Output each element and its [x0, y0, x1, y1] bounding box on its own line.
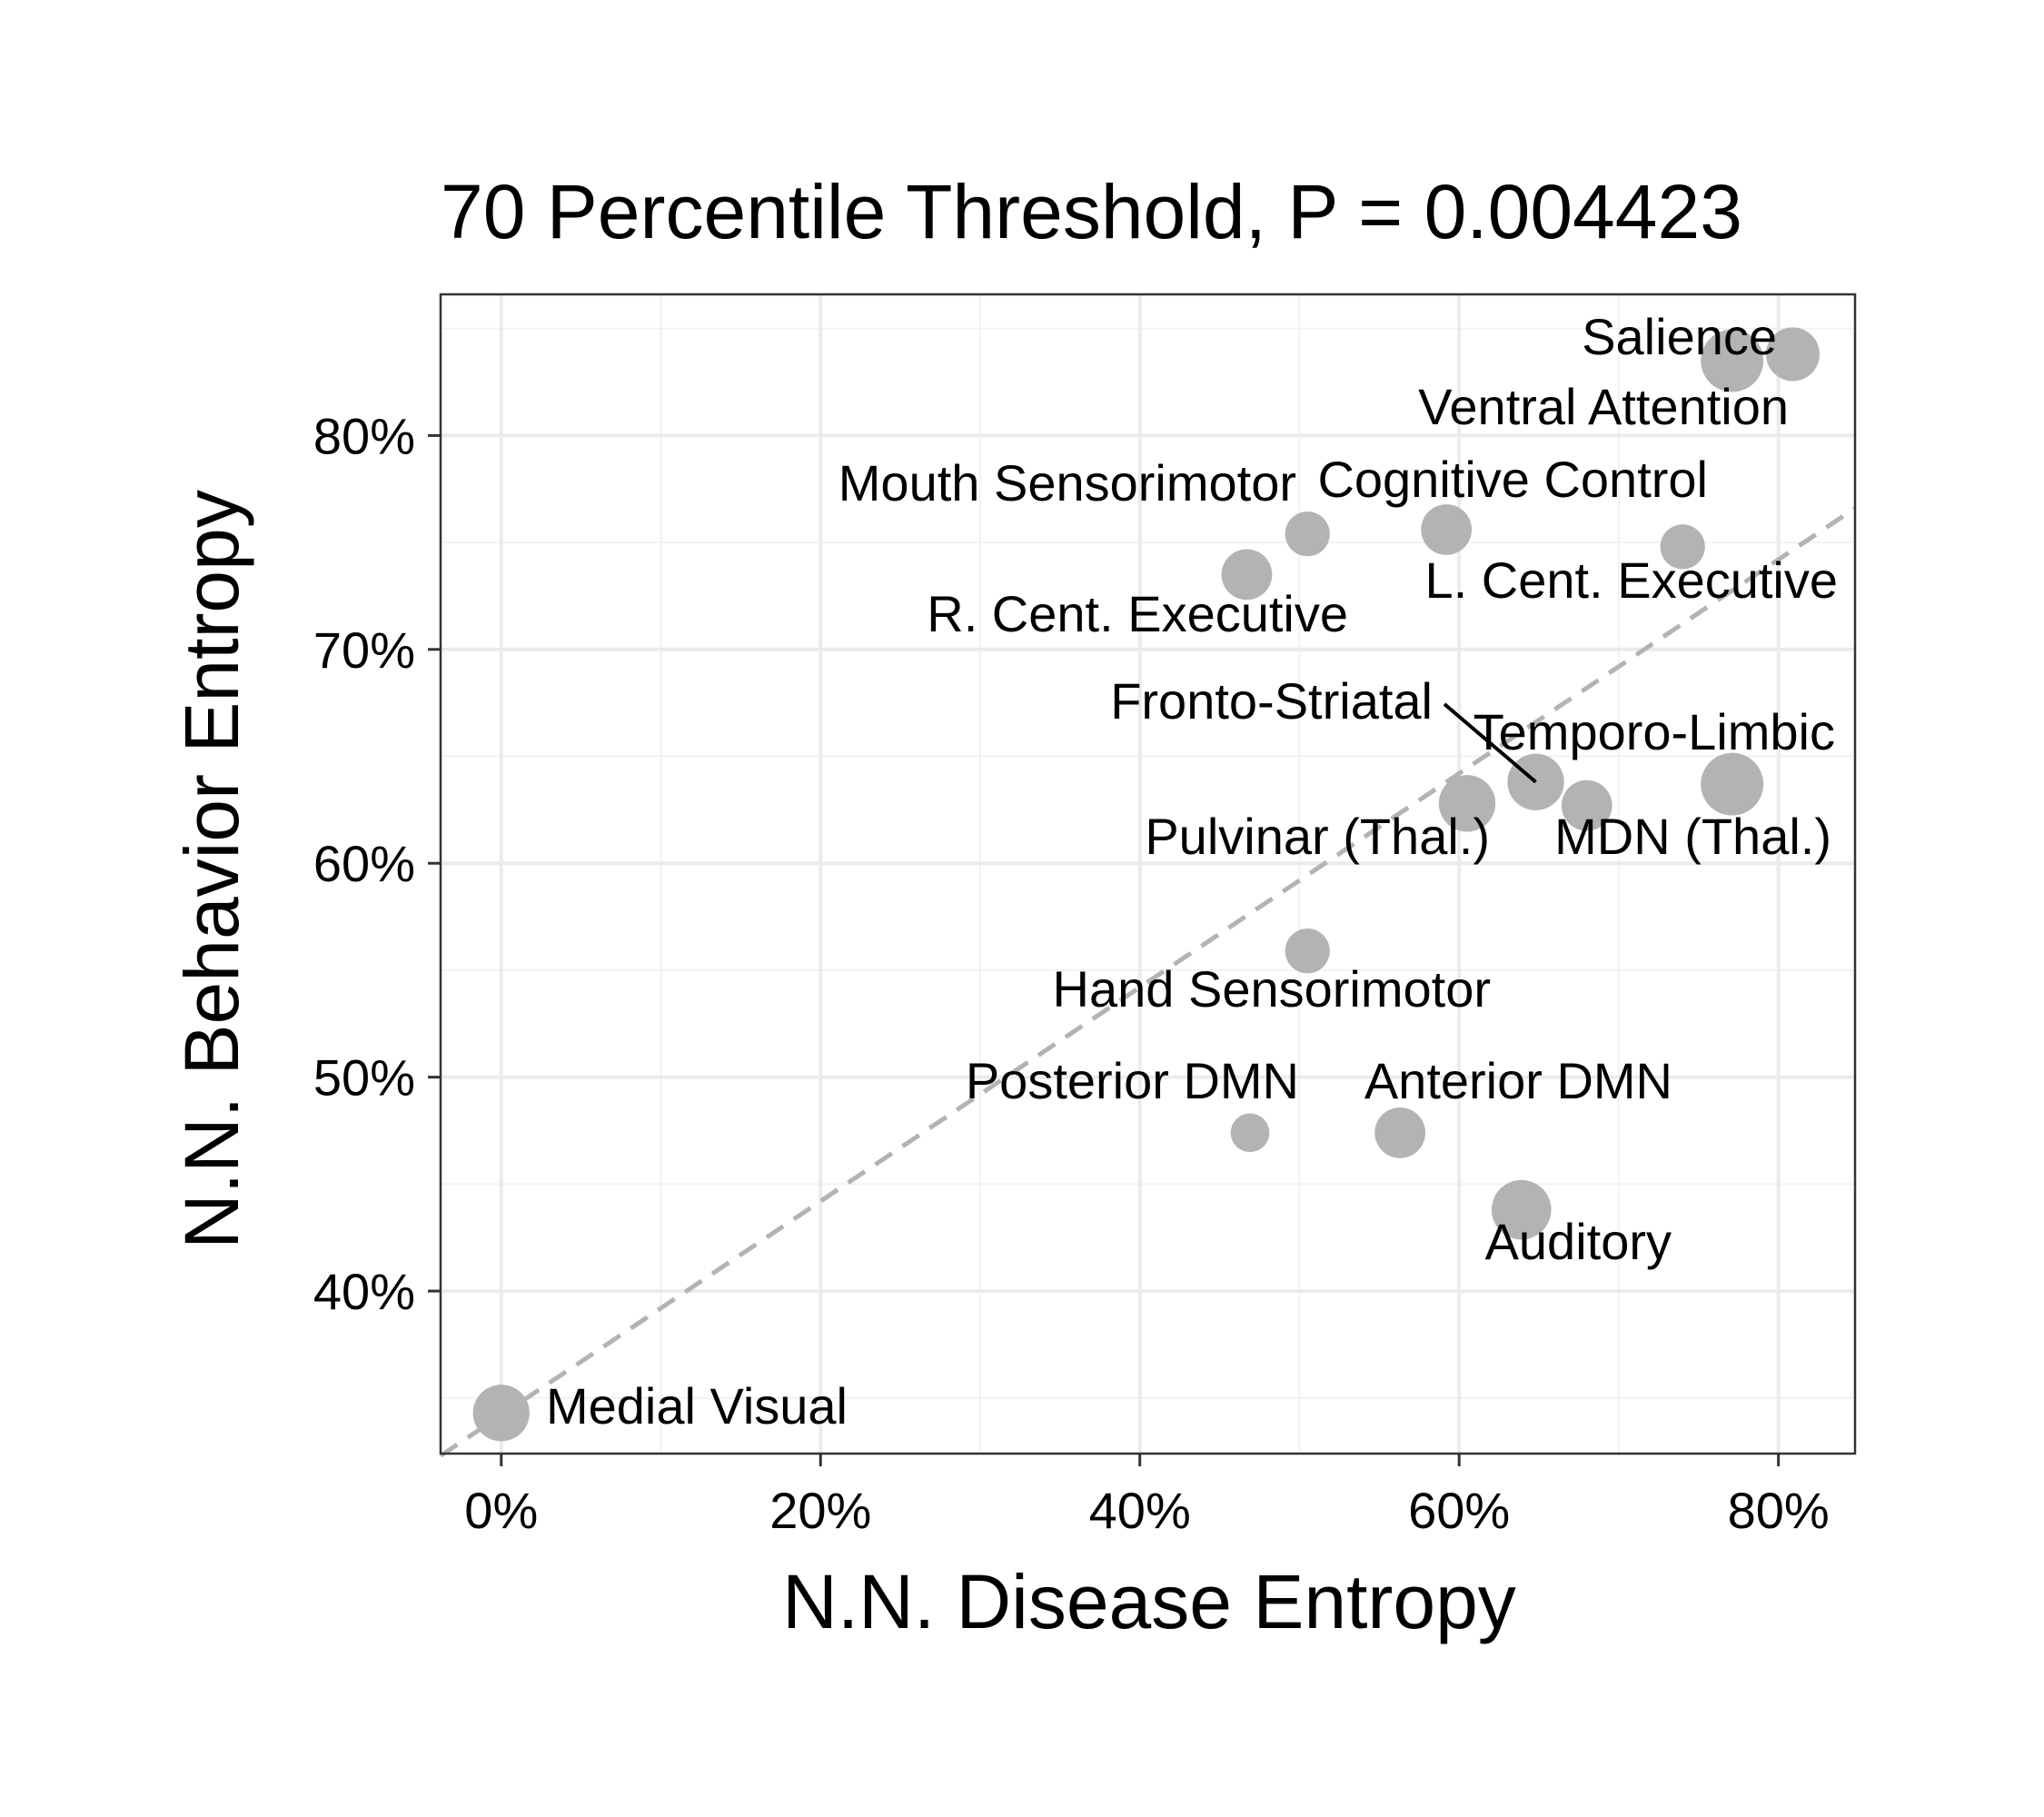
point-ventral-attention [1765, 327, 1820, 382]
label-hand-sensorimotor: Hand Sensorimotor [1053, 960, 1491, 1018]
x-tick-label-40: 40% [1089, 1482, 1191, 1539]
label-anterior-dmn: Anterior DMN [1364, 1052, 1672, 1109]
point-mdn-thal [1561, 779, 1612, 831]
x-axis: 0% 20% 40% 60% 80% [464, 1454, 1830, 1539]
point-auditory [1491, 1179, 1552, 1240]
point-fronto-striatal [1507, 753, 1564, 810]
point-posterior-dmn [1230, 1113, 1270, 1153]
grid-minor [441, 294, 1855, 1454]
reference-line [439, 506, 1857, 1458]
point-medial-visual [472, 1385, 530, 1442]
label-l-cent-executive: L. Cent. Executive [1425, 551, 1838, 609]
grid-major [441, 294, 1855, 1454]
label-mouth-sensorimotor: Mouth Sensorimotor [838, 454, 1296, 511]
label-auditory: Auditory [1485, 1213, 1672, 1270]
x-tick-label-20: 20% [769, 1482, 871, 1539]
label-temporo-limbic: Temporo-Limbic [1473, 703, 1835, 760]
point-anterior-dmn [1374, 1107, 1426, 1158]
x-tick-label-0: 0% [464, 1482, 538, 1539]
leader-lines-layer [1443, 702, 1537, 784]
point-mouth-sensorimotor [1285, 511, 1330, 557]
panel-border [439, 293, 1857, 1455]
label-pulvinar-thal: Pulvinar (Thal.) [1145, 808, 1490, 865]
points-layer [472, 327, 1820, 1442]
y-tick-label-80: 80% [313, 407, 415, 464]
y-axis-title: N.N. Behavior Entropy [169, 490, 254, 1249]
point-r-cent-executive [1221, 549, 1273, 601]
point-hand-sensorimotor [1285, 928, 1330, 974]
label-medial-visual: Medial Visual [546, 1377, 848, 1435]
y-axis: 40% 50% 60% 70% 80% [313, 407, 441, 1320]
x-tick-label-80: 80% [1728, 1482, 1830, 1539]
y-tick-label-40: 40% [313, 1263, 415, 1320]
label-salience: Salience [1582, 308, 1777, 365]
point-labels: Salience Ventral Attention Cognitive Con… [546, 308, 1838, 1435]
y-tick-label-60: 60% [313, 835, 415, 892]
label-r-cent-executive: R. Cent. Executive [927, 585, 1348, 642]
y-tick-label-70: 70% [313, 621, 415, 679]
label-posterior-dmn: Posterior DMN [966, 1052, 1299, 1109]
chart-title: 70 Percentile Threshold, P = 0.004423 [441, 169, 1742, 254]
label-mdn-thal: MDN (Thal.) [1554, 808, 1831, 865]
point-temporo-limbic [1701, 752, 1764, 816]
point-salience [1701, 329, 1764, 392]
x-tick-label-60: 60% [1408, 1482, 1510, 1539]
point-cognitive-control [1421, 504, 1473, 555]
x-axis-title: N.N. Disease Entropy [782, 1559, 1516, 1644]
label-ventral-attention: Ventral Attention [1418, 378, 1789, 435]
point-l-cent-executive [1660, 524, 1705, 570]
label-cognitive-control: Cognitive Control [1317, 451, 1708, 508]
point-pulvinar-thal [1438, 775, 1496, 832]
y-tick-label-50: 50% [313, 1049, 415, 1107]
reference-line-layer [439, 506, 1857, 1458]
leader-line-fronto-striatal [1443, 702, 1537, 784]
label-fronto-striatal: Fronto-Striatal [1110, 672, 1433, 730]
